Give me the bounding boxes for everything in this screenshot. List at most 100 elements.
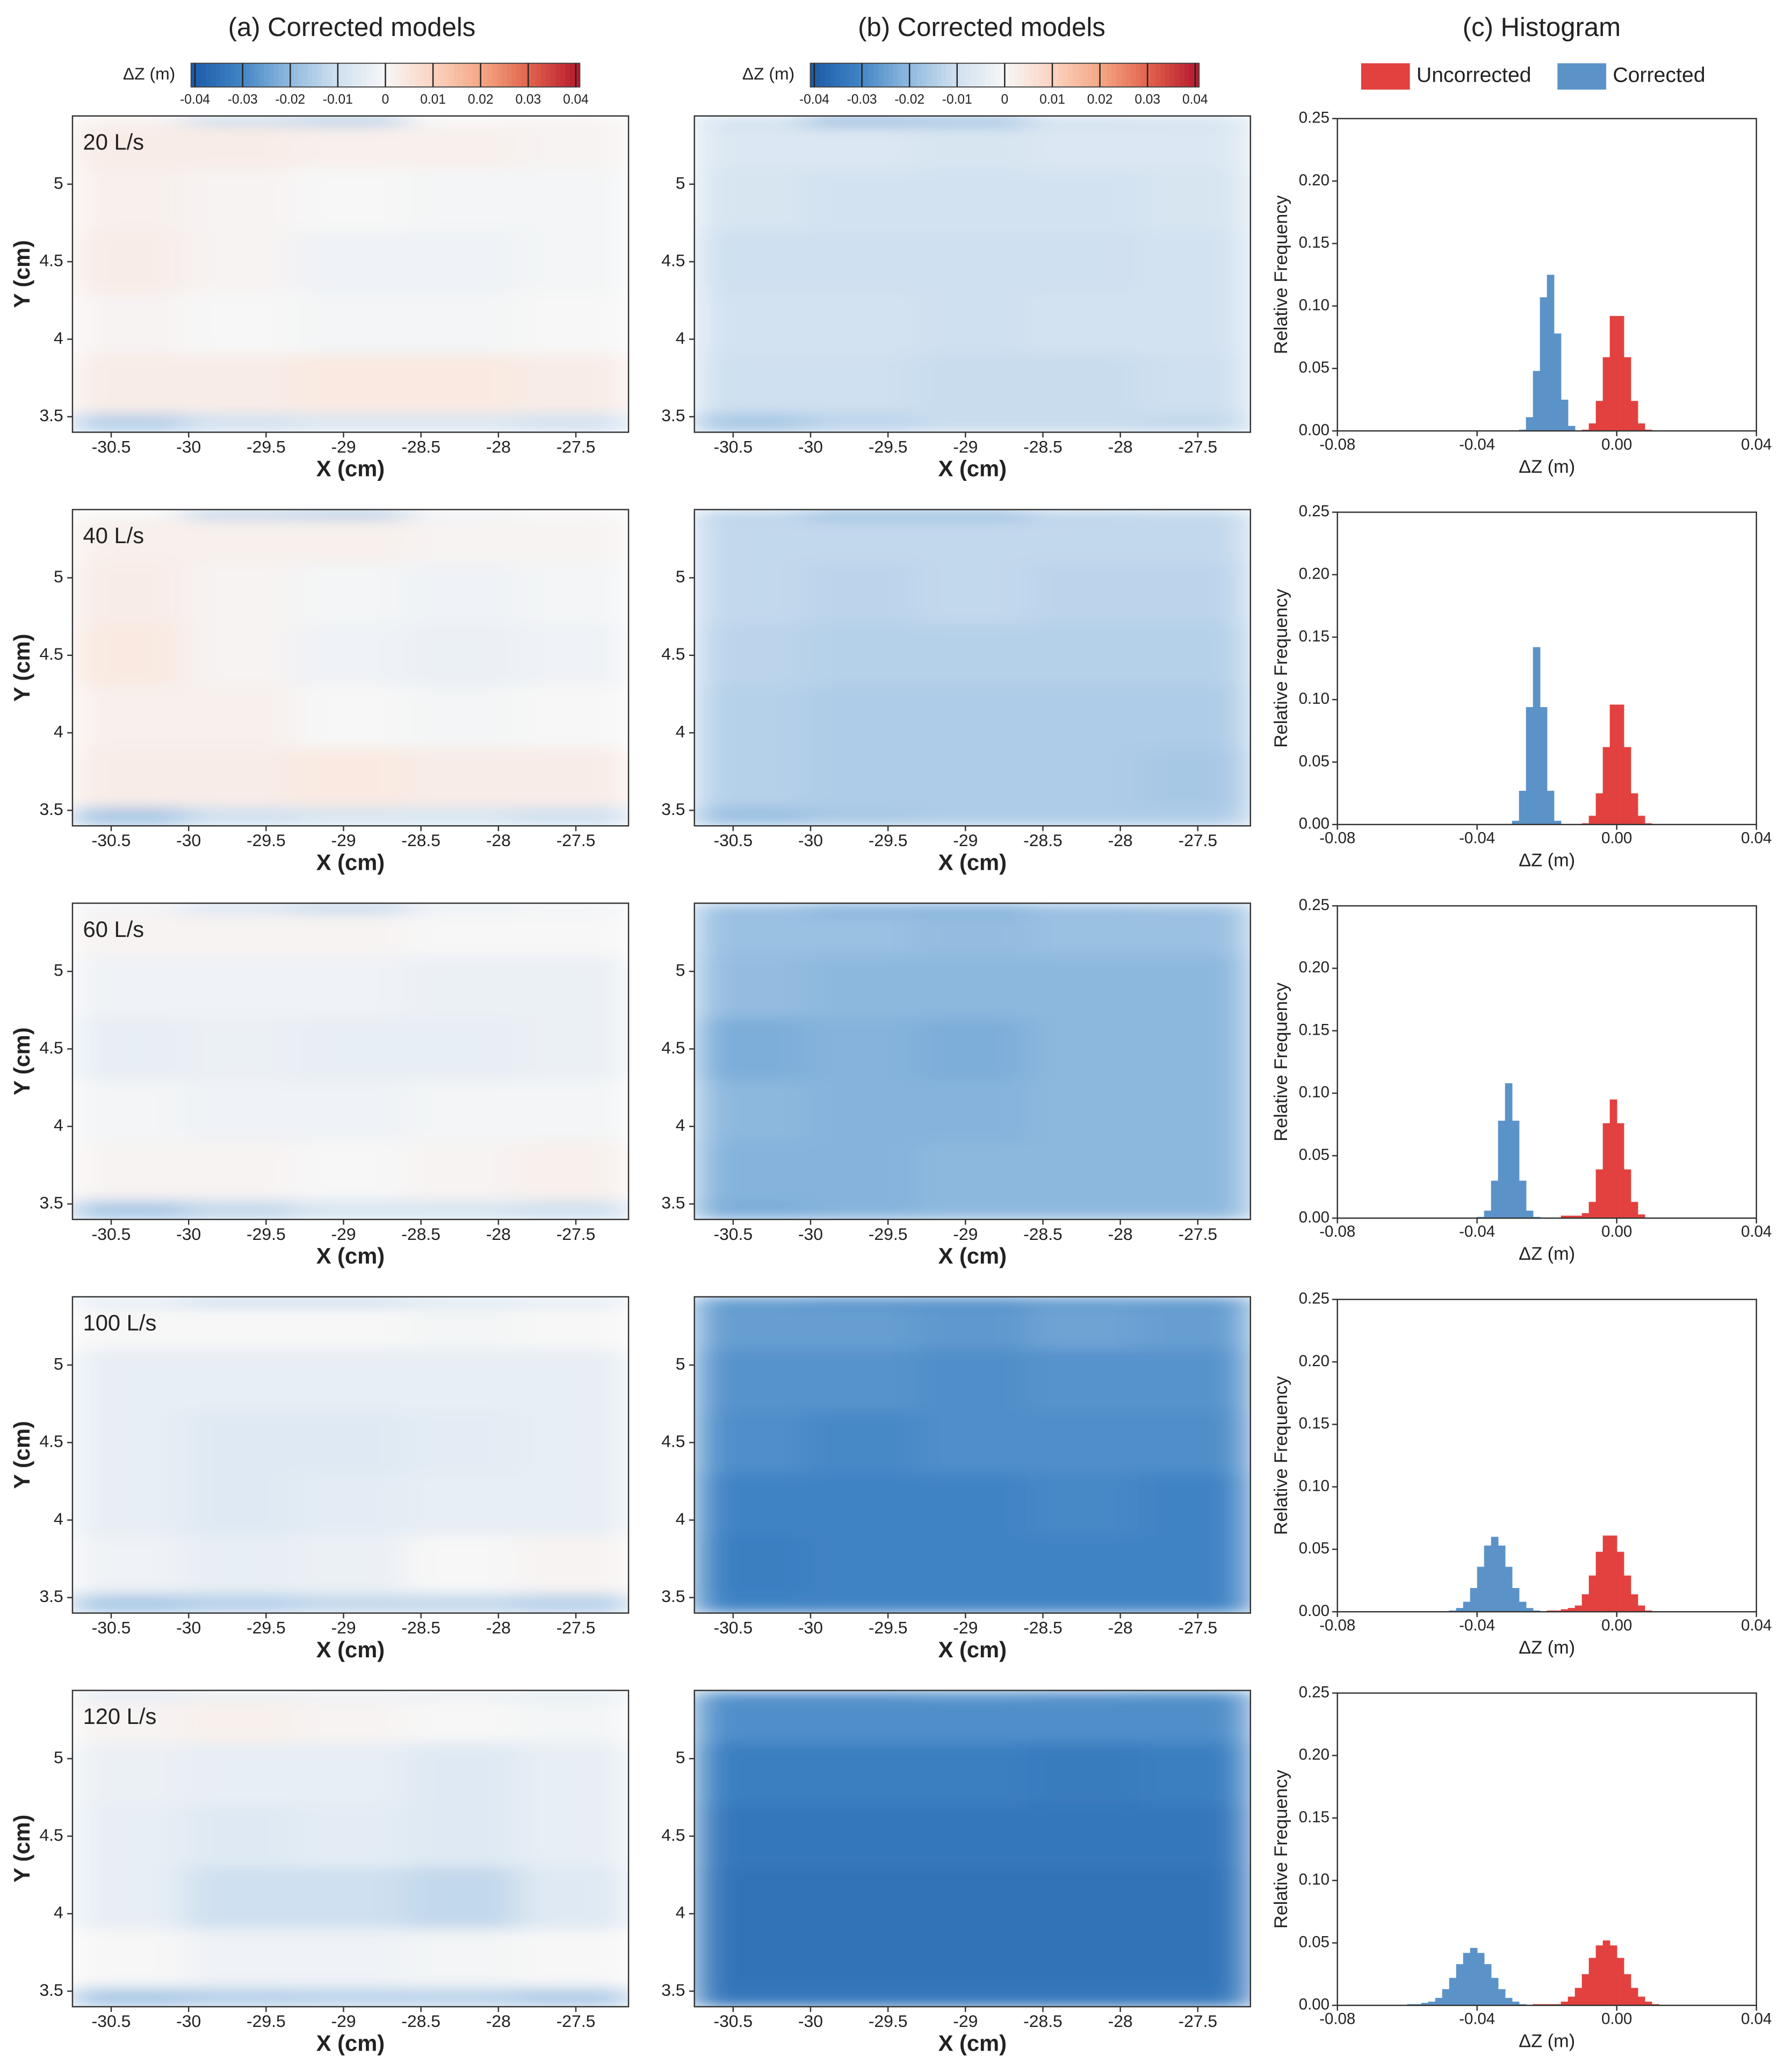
colorbar-swatch xyxy=(492,63,498,87)
colorbar-swatch xyxy=(482,63,488,87)
colorbar-swatch xyxy=(1034,63,1039,87)
histogram-bar xyxy=(1526,707,1534,825)
colorbar-swatch xyxy=(854,63,859,87)
x-tick-label: -29.5 xyxy=(247,1618,286,1637)
heatmap-cell xyxy=(294,230,407,294)
heatmap-cells xyxy=(72,116,629,432)
x-tick-label: -0.04 xyxy=(1459,829,1495,847)
heatmap-cell xyxy=(184,292,295,356)
colorbar-label: ΔZ (m) xyxy=(123,64,175,83)
histogram-bar xyxy=(1588,423,1596,431)
histogram-bar xyxy=(1498,1989,1506,2005)
histogram-bar xyxy=(1602,1940,1610,2005)
colorbar-swatch xyxy=(1116,63,1122,87)
x-tick-label: -30.5 xyxy=(713,1618,753,1637)
y-tick-label: 0.25 xyxy=(1299,1290,1329,1308)
colorbar-swatch xyxy=(936,63,942,87)
heatmap-cell xyxy=(405,1699,518,1744)
heatmap-cell xyxy=(1027,624,1140,687)
heatmap-cell xyxy=(517,1306,629,1351)
heatmap-cell xyxy=(294,1350,407,1412)
x-tick-label: -30.5 xyxy=(713,2011,753,2031)
x-tick-label: -28.5 xyxy=(401,437,440,456)
x-axis-label: X (cm) xyxy=(316,1637,385,1662)
histogram-bar xyxy=(1484,1964,1492,2005)
heatmap-cell xyxy=(694,748,807,808)
heatmap-cell xyxy=(294,1142,407,1202)
heatmap-cell xyxy=(1139,355,1251,415)
x-axis-label: X (cm) xyxy=(316,1243,385,1268)
histogram-bar xyxy=(1477,1953,1485,2005)
x-tick-label: -29.5 xyxy=(869,1224,908,1244)
x-tick-label: -28.5 xyxy=(401,1618,440,1637)
heatmap-cell xyxy=(694,1805,807,1868)
plot-frame xyxy=(1336,511,1757,826)
heatmap-cell xyxy=(916,748,1028,808)
heatmap-cell xyxy=(1139,1296,1251,1307)
colorbar-swatch xyxy=(463,63,469,87)
colorbar-swatch xyxy=(825,63,830,87)
x-tick-label: -28.5 xyxy=(401,831,440,850)
heatmap-cell xyxy=(72,1018,185,1081)
heatmap-cell xyxy=(1027,1743,1140,1806)
histogram-bar xyxy=(1581,1213,1589,1218)
heatmap-cell xyxy=(517,807,629,826)
histogram-bar xyxy=(1484,1545,1492,1612)
colorbar-swatch xyxy=(960,63,966,87)
heatmap-cell xyxy=(72,230,185,294)
colorbar-swatch xyxy=(497,63,503,87)
heatmap-cell xyxy=(294,1306,407,1351)
colorbar-swatch xyxy=(815,63,821,87)
y-tick-label: 0.15 xyxy=(1299,1415,1329,1432)
plot-frame xyxy=(71,1296,630,1614)
y-tick-label: 0.10 xyxy=(1299,1871,1329,1888)
heatmap-cell xyxy=(1027,116,1140,126)
heatmap xyxy=(694,903,1251,1219)
histogram-bar xyxy=(1609,316,1617,431)
x-tick-label: 0.04 xyxy=(1741,2010,1772,2028)
heatmap-cell xyxy=(806,1411,917,1475)
x-tick-label: -29.5 xyxy=(869,2011,908,2031)
colorbar-swatch xyxy=(878,63,884,87)
heatmap-cell xyxy=(1139,1411,1251,1475)
heatmap xyxy=(72,509,629,826)
histogram-bar xyxy=(1602,1123,1610,1218)
histogram-bar xyxy=(1595,401,1603,431)
x-tick-label: 0.04 xyxy=(1741,829,1772,847)
x-tick-label: -29 xyxy=(331,2011,356,2031)
colorbar-swatch xyxy=(269,63,274,87)
colorbar-tick-label: -0.03 xyxy=(847,92,877,107)
heatmap-cell xyxy=(694,912,807,957)
x-tick-label: -28.5 xyxy=(401,1224,440,1244)
heatmap-cell xyxy=(184,1080,295,1143)
heatmap-cell xyxy=(694,1018,807,1081)
histogram-bar xyxy=(1435,1997,1443,2005)
y-tick-label: 5 xyxy=(54,1748,63,1767)
heatmap-cell xyxy=(694,1988,807,2007)
x-tick-label: -28 xyxy=(1108,831,1133,850)
heatmap-cell xyxy=(184,748,295,808)
colorbar-swatch xyxy=(200,63,206,87)
x-tick-label: -29 xyxy=(331,437,356,456)
annotation: 20 L/s xyxy=(83,129,144,154)
x-tick-label: -0.04 xyxy=(1459,1617,1495,1634)
heatmap-cell xyxy=(694,1306,807,1351)
colorbar-swatch xyxy=(1029,63,1035,87)
heatmap-cell xyxy=(1027,355,1140,415)
heatmap-cell xyxy=(405,686,518,749)
histogram-bar xyxy=(1637,1605,1645,1612)
y-tick-label: 5 xyxy=(54,961,63,980)
heatmap-cell xyxy=(916,912,1028,957)
y-tick-label: 4 xyxy=(676,722,685,741)
colorbar-swatch xyxy=(912,63,918,87)
colorbar-swatch xyxy=(371,63,377,87)
colorbar-swatch xyxy=(302,63,308,87)
colorbar-tick-label: 0.02 xyxy=(1087,92,1113,107)
colorbar-swatch xyxy=(327,63,333,87)
heatmap-cell xyxy=(517,1805,629,1868)
heatmap-cell xyxy=(1027,912,1140,957)
x-tick-label: -27.5 xyxy=(1178,1224,1217,1244)
histogram-bar xyxy=(1526,1608,1534,1612)
colorbar-swatch xyxy=(429,63,435,87)
histogram-bar xyxy=(1512,1121,1520,1218)
